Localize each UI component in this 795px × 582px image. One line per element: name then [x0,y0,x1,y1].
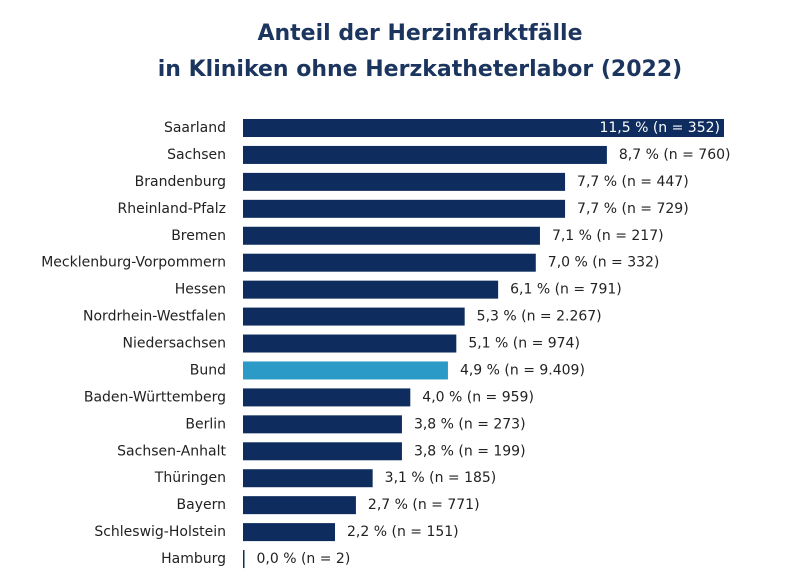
y-tick-label: Brandenburg [135,174,226,190]
data-label: 5,1 % (n = 974) [468,336,580,352]
bar [243,253,536,272]
bar [243,550,245,569]
y-tick-label: Saarland [164,120,226,136]
bar [243,496,356,515]
y-tick-label: Sachsen-Anhalt [117,443,226,459]
chart-title: Anteil der Herzinfarktfälle [257,21,582,46]
bar [243,226,540,245]
data-label: 2,7 % (n = 771) [368,497,480,513]
data-label: 6,1 % (n = 791) [510,282,622,298]
data-label: 7,0 % (n = 332) [548,255,660,271]
y-tick-label: Thüringen [154,470,226,486]
y-tick-label: Bayern [177,497,226,513]
y-tick-label: Bund [190,362,226,378]
data-label: 4,9 % (n = 9.409) [460,362,585,378]
data-label: 7,7 % (n = 447) [577,174,689,190]
bar [243,172,566,191]
y-tick-label: Hessen [175,282,226,298]
bar [243,361,448,380]
y-tick-label: Schleswig-Holstein [94,524,226,540]
y-tick-label: Berlin [185,416,226,432]
y-tick-label: Bremen [171,228,226,244]
bar [243,523,336,542]
bar [243,307,465,326]
data-label: 8,7 % (n = 760) [619,147,731,163]
data-label: 3,8 % (n = 199) [414,443,526,459]
data-label: 0,0 % (n = 2) [257,551,351,567]
chart-title: in Kliniken ohne Herzkatheterlabor (2022… [158,57,682,82]
y-tick-label: Baden-Württemberg [84,389,226,405]
bar [243,119,724,137]
data-label: 4,0 % (n = 959) [422,389,534,405]
bar [243,280,499,299]
y-tick-label: Mecklenburg-Vorpommern [41,255,226,271]
y-tick-label: Sachsen [167,147,226,163]
data-label: 2,2 % (n = 151) [347,524,459,540]
bar [243,199,566,218]
bar [243,442,402,461]
y-tick-label: Hamburg [161,551,226,567]
bar [243,415,402,434]
bar [243,334,457,353]
bar [243,145,607,164]
data-label: 7,1 % (n = 217) [552,228,664,244]
y-tick-label: Nordrhein-Westfalen [83,309,226,325]
y-tick-label: Rheinland-Pfalz [118,201,226,217]
data-label: 7,7 % (n = 729) [577,201,689,217]
bar [243,469,373,488]
data-label: 11,5 % (n = 352) [599,120,720,136]
data-label: 3,1 % (n = 185) [385,470,497,486]
data-label: 5,3 % (n = 2.267) [477,309,602,325]
data-label: 3,8 % (n = 273) [414,416,526,432]
bar [243,388,411,407]
y-tick-label: Niedersachsen [123,336,226,352]
